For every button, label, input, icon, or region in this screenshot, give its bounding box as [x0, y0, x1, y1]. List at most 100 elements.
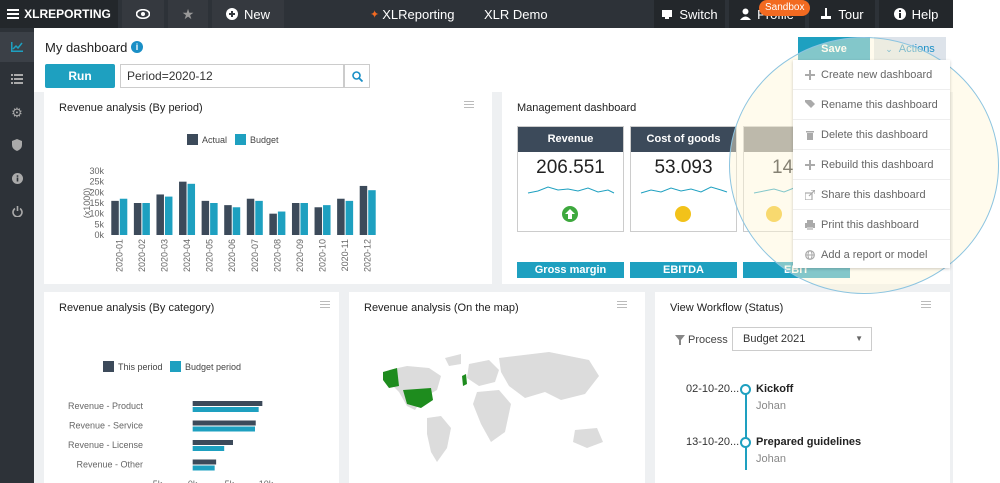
kpi-sparkline	[753, 187, 795, 194]
period-filter-input[interactable]: Period=2020-12	[120, 64, 344, 88]
kpi-card-cost-of-goods[interactable]: Cost of goods 53.093	[630, 126, 737, 232]
menu-item-label: Print this dashboard	[821, 218, 919, 231]
menu-item-label: Create new dashboard	[821, 68, 933, 81]
workflow-item-user: Johan	[756, 453, 786, 465]
bar	[192, 426, 255, 432]
panel-menu-icon[interactable]	[617, 301, 627, 310]
workflow-item-user: Johan	[756, 400, 786, 412]
view-button[interactable]	[122, 0, 164, 28]
kpi-card-gross-margin[interactable]: Gross margin	[517, 262, 624, 278]
bar	[359, 185, 368, 235]
process-select[interactable]: Budget 2021 ▼	[732, 327, 872, 351]
map-region-usa[interactable]	[403, 388, 433, 408]
bar	[246, 198, 255, 235]
sidebar: ⚙	[0, 28, 34, 483]
kpi-card-ebitda[interactable]: EBITDA	[630, 262, 737, 278]
tour-label: Tour	[838, 6, 864, 22]
sandbox-badge: Sandbox	[759, 0, 811, 16]
top-bar: XLREPORTING ★ New ✦ XLReporting XLR Demo…	[0, 0, 953, 28]
menu-item-delete-dashboard[interactable]: Delete this dashboard	[793, 120, 950, 150]
legend-swatch	[187, 134, 198, 145]
world-map[interactable]	[349, 292, 645, 483]
shield-icon	[12, 139, 22, 151]
legend-swatch	[170, 361, 181, 372]
panel-title: Management dashboard	[517, 102, 637, 114]
panel-menu-icon[interactable]	[464, 101, 474, 110]
new-label: New	[243, 6, 270, 22]
bar	[133, 203, 142, 235]
sidebar-item-list[interactable]	[0, 64, 34, 94]
help-label: Help	[911, 6, 939, 22]
bar	[192, 465, 215, 471]
kpi-card-revenue[interactable]: Revenue 206.551	[517, 126, 624, 232]
main-menu-button[interactable]: XLREPORTING	[0, 0, 118, 28]
sidebar-item-dashboard[interactable]	[0, 32, 34, 62]
sidebar-item-info[interactable]	[0, 163, 34, 193]
actions-dropdown: Create new dashboard Rename this dashboa…	[793, 60, 950, 268]
panel-title: Revenue analysis (On the map)	[364, 302, 519, 314]
bar	[345, 200, 354, 235]
run-button[interactable]: Run	[45, 64, 115, 88]
y-tick-label: 10k	[89, 209, 104, 219]
panel-revenue-map: Revenue analysis (On the map)	[349, 292, 645, 483]
menu-item-create-dashboard[interactable]: Create new dashboard	[793, 60, 950, 90]
bar	[179, 181, 187, 235]
new-button[interactable]: New	[212, 0, 284, 28]
help-button[interactable]: Help	[879, 0, 953, 28]
bar	[119, 198, 128, 235]
menu-item-add-report[interactable]: Add a report or model	[793, 240, 950, 270]
star-icon: ★	[181, 5, 195, 22]
x-tick-label: -5k	[150, 479, 163, 483]
info-icon[interactable]: i	[131, 41, 143, 53]
actions-button[interactable]: ⌄ Actions	[874, 37, 946, 61]
workflow-item-title[interactable]: Kickoff	[756, 383, 794, 395]
legend-label: Budget period	[185, 362, 241, 372]
legend-label: Actual	[202, 135, 227, 145]
bar	[210, 203, 218, 235]
panel-menu-icon[interactable]	[320, 301, 330, 310]
menu-item-label: Add a report or model	[821, 249, 928, 261]
bar	[187, 183, 196, 235]
menu-item-share-dashboard[interactable]: Share this dashboard	[793, 180, 950, 210]
y-tick-label: 0k	[94, 230, 104, 240]
bar	[192, 407, 259, 412]
tour-button[interactable]: Tour	[809, 0, 875, 28]
menu-item-rebuild-dashboard[interactable]: Rebuild this dashboard	[793, 150, 950, 180]
brand-logo-icon: ✦	[370, 8, 380, 21]
menu-item-print-dashboard[interactable]: Print this dashboard	[793, 210, 950, 240]
bar	[201, 200, 210, 235]
x-tick-label: 2020-09	[295, 239, 305, 272]
map-region-alaska[interactable]	[383, 368, 399, 388]
y-tick-label: 25k	[89, 177, 104, 187]
bar	[337, 198, 345, 235]
sidebar-item-logout[interactable]	[0, 196, 34, 226]
kpi-value: 53.093	[654, 157, 713, 178]
bar	[192, 420, 256, 426]
map-region-europe[interactable]	[462, 374, 467, 386]
legend-label: This period	[118, 362, 163, 372]
save-button[interactable]: Save	[798, 37, 870, 61]
bar	[142, 203, 150, 235]
circle-icon	[675, 206, 691, 222]
panel-workflow: View Workflow (Status) Process 02-10-20.…	[655, 292, 950, 483]
workflow-item-title[interactable]: Prepared guidelines	[756, 436, 862, 448]
x-tick-label: 2020-02	[137, 239, 147, 272]
search-button[interactable]	[344, 64, 370, 88]
bar	[156, 194, 164, 235]
workflow-date: 13-10-20...	[686, 436, 740, 448]
y-tick-label: 20k	[89, 187, 104, 197]
panel-revenue-category: Revenue analysis (By category) This peri…	[44, 292, 339, 483]
y-tick-label: Revenue - Product	[68, 401, 144, 411]
menu-item-rename-dashboard[interactable]: Rename this dashboard	[793, 90, 950, 120]
y-tick-label: 5k	[94, 219, 104, 229]
panel-menu-icon[interactable]	[921, 301, 931, 310]
x-tick-label: 2020-08	[272, 239, 282, 272]
switch-button[interactable]: Switch	[654, 0, 725, 28]
timeline-node	[740, 437, 751, 448]
sidebar-item-security[interactable]	[0, 130, 34, 160]
favorite-button[interactable]: ★	[168, 0, 208, 28]
y-tick-label: 15k	[89, 198, 104, 208]
x-tick-label: 10k	[259, 479, 274, 483]
sidebar-item-settings[interactable]: ⚙	[0, 98, 34, 128]
panel-title: Revenue analysis (By period)	[59, 102, 203, 114]
